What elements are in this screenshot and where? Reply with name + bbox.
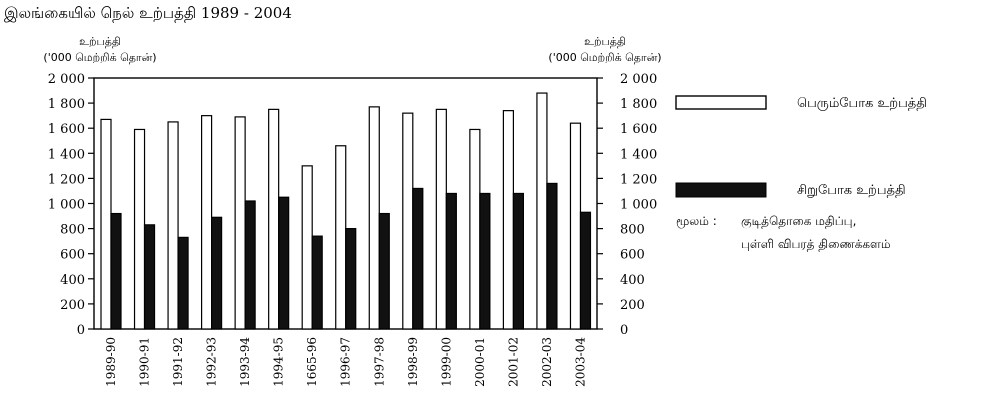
left-tick-label: 1 600 bbox=[48, 122, 85, 137]
bar-minor-season bbox=[378, 212, 390, 330]
left-tick-label: 2 000 bbox=[48, 72, 85, 87]
category-label: 1990-91 bbox=[138, 337, 152, 387]
bar-minor-season bbox=[143, 224, 156, 330]
left-tick-label: 0 bbox=[77, 323, 85, 338]
category-label: 2000-01 bbox=[473, 337, 487, 387]
right-tick-label: 800 bbox=[620, 223, 645, 238]
bar-minor-season bbox=[177, 236, 189, 330]
category-label: 1997-98 bbox=[372, 337, 386, 387]
category-label: 1989-90 bbox=[104, 337, 118, 387]
legend-label-major-season: பெரும்போக உற்பத்தி bbox=[797, 96, 927, 111]
bar-minor-season bbox=[345, 228, 357, 330]
left-axis-label-line1: உற்பத்தி bbox=[79, 35, 121, 48]
left-tick-label: 600 bbox=[60, 248, 85, 263]
bar-major-season bbox=[368, 106, 380, 330]
category-label: 1999-00 bbox=[439, 337, 453, 387]
right-tick-label: 200 bbox=[620, 298, 645, 313]
bar-minor-season bbox=[512, 192, 525, 330]
category-label: 1991-92 bbox=[171, 337, 185, 387]
bar-major-season bbox=[569, 122, 582, 330]
left-tick-label: 200 bbox=[60, 298, 85, 313]
legend-label-minor-season: சிறுபோக உற்பத்தி bbox=[797, 183, 906, 198]
category-labels: 1989-90 1990-91 1991-92 1992-93 1993-94 1994-… bbox=[104, 337, 587, 387]
right-axis-label-line1: உற்பத்தி bbox=[584, 35, 626, 48]
left-tick-label: 1 400 bbox=[48, 147, 85, 162]
bar-minor-season bbox=[311, 235, 323, 330]
category-label: 1993-94 bbox=[238, 337, 252, 387]
right-tick-label: 1 400 bbox=[620, 147, 657, 162]
right-axis-label-line2: ('000 மெற்றிக் தொன்) bbox=[548, 51, 661, 64]
bar-minor-season bbox=[546, 182, 558, 330]
category-label: 1994-95 bbox=[272, 337, 286, 387]
right-tick-label: 0 bbox=[620, 323, 628, 338]
right-tick-label: 1 200 bbox=[620, 172, 657, 187]
bar-minor-season bbox=[445, 192, 457, 330]
bar-minor-season bbox=[110, 212, 122, 330]
bar-major-season bbox=[536, 92, 548, 330]
bar-major-season bbox=[133, 128, 146, 330]
bar-major-season bbox=[100, 118, 112, 330]
bar-major-season bbox=[167, 121, 179, 330]
bar-major-season bbox=[301, 165, 313, 330]
left-tick-label: 1 200 bbox=[48, 172, 85, 187]
right-tick-label: 1 600 bbox=[620, 122, 657, 137]
bar-minor-season bbox=[579, 211, 592, 330]
left-tick-label: 1 000 bbox=[48, 198, 85, 213]
bars-group bbox=[100, 92, 592, 330]
category-label: 1996-97 bbox=[339, 337, 353, 387]
right-y-axis: 0 200 400 600 800 1 000 1 200 1 400 1 600 1 800 2 … bbox=[597, 72, 657, 338]
bar-minor-season bbox=[479, 192, 491, 330]
legend-swatch-major-season bbox=[675, 95, 767, 110]
bar-major-season bbox=[402, 112, 414, 330]
left-axis-label-line2: ('000 மெற்றிக் தொன்) bbox=[43, 51, 156, 64]
legend-swatch-minor-season bbox=[675, 182, 767, 198]
category-label: 2001-02 bbox=[506, 337, 520, 387]
category-label: 2003-04 bbox=[573, 337, 587, 387]
category-label: 2002-03 bbox=[540, 337, 554, 387]
bar-major-season bbox=[435, 108, 447, 330]
bar-minor-season bbox=[244, 200, 256, 330]
bar-major-season bbox=[201, 115, 213, 330]
right-tick-label: 1 800 bbox=[620, 97, 657, 112]
left-tick-label: 1 800 bbox=[48, 97, 85, 112]
source-line-1: குடித்தொகை மதிப்பு, bbox=[741, 214, 856, 228]
bar-major-season bbox=[268, 108, 280, 330]
bar-minor-season bbox=[412, 187, 424, 330]
bar-minor-season bbox=[278, 196, 290, 330]
bar-major-season bbox=[469, 128, 481, 330]
right-tick-label: 400 bbox=[620, 273, 645, 288]
right-tick-label: 1 000 bbox=[620, 198, 657, 213]
source-label: மூலம் : bbox=[676, 214, 717, 229]
bar-major-season bbox=[335, 145, 347, 330]
bar-minor-season bbox=[211, 216, 223, 330]
source-line-2: புள்ளி விபரத் திணைக்களம் bbox=[741, 237, 891, 251]
left-y-axis: 0 200 400 600 800 1 000 1 200 1 400 1 600 1 800 2 … bbox=[48, 72, 94, 338]
category-label: 1998-99 bbox=[406, 337, 420, 387]
category-label: 1665-96 bbox=[305, 337, 319, 387]
bar-major-season bbox=[234, 116, 246, 330]
left-tick-label: 400 bbox=[60, 273, 85, 288]
right-tick-label: 2 000 bbox=[620, 72, 657, 87]
left-tick-label: 800 bbox=[60, 223, 85, 238]
chart-title: இலங்கையில் நெல் உற்பத்தி 1989 - 2004 bbox=[4, 4, 292, 22]
bar-major-season bbox=[502, 110, 514, 330]
category-label: 1992-93 bbox=[205, 337, 219, 387]
right-tick-label: 600 bbox=[620, 248, 645, 263]
